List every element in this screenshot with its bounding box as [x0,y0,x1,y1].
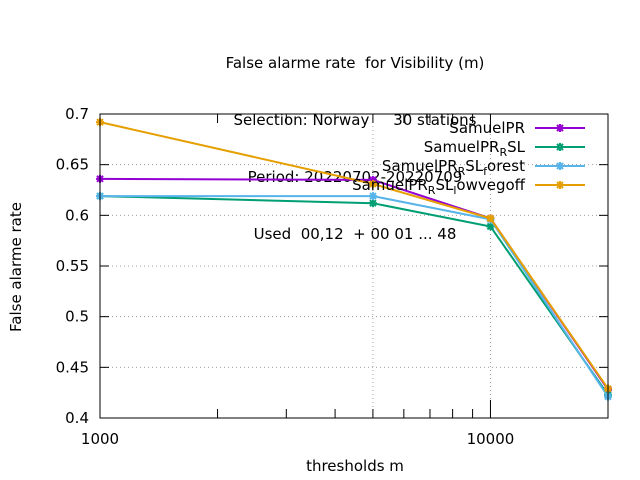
title-line-3: Period: 20220702-20220709 [247,168,463,186]
series-3 [96,192,612,401]
data-point-d2 [486,222,495,231]
y-tick-label: 0.6 [65,206,89,224]
series-lines [96,118,612,401]
title-line-4: Used 00,12 + 00 01 ... 48 [253,225,457,243]
data-point-d2 [486,214,495,223]
legend-marker-d2 [556,124,564,132]
data-point-d2 [369,199,377,207]
y-tick-label: 0.4 [65,409,89,427]
legend-label: SamuelPRRSLlowvegoff [352,176,526,197]
series-4 [96,118,612,393]
plot-frame [99,113,609,419]
legend: SamuelPRSamuelPRRSLSamuelPRRSLforestSamu… [352,119,585,197]
series-line [100,195,609,398]
x-tick-label: 1000 [81,430,119,448]
legend-label: SamuelPRRSLforest [382,157,525,178]
y-tick-label: 0.55 [56,257,89,275]
legend-marker-d2 [556,181,564,189]
series-line [99,121,609,390]
legend-marker-d2 [556,162,564,170]
series-2 [96,192,612,399]
y-axis-label: False alarme rate [7,202,25,332]
title-line-1: False alarme rate for Visibility (m) [225,54,485,72]
data-point-d2 [369,180,377,188]
title-line-2: Selection: Norway 30 stations [233,111,477,129]
y-tick-label: 0.7 [65,105,89,123]
x-axis-label: thresholds m [306,457,404,475]
series-line [99,195,609,396]
tick-labels: 0.4 0.45 0.5 0.55 0.6 0.65 0.7 1000 10000 [56,105,515,448]
legend-label: SamuelPR [449,119,525,137]
x-tick-label: 10000 [467,430,515,448]
data-point-d2 [369,192,377,200]
y-tick-label: 0.5 [65,308,89,326]
chart-title: False alarme rate for Visibility (m) Sel… [100,16,610,263]
y-tick-label: 0.65 [56,156,89,174]
legend-label: SamuelPRRSL [424,138,526,159]
legend-marker-d2 [556,143,564,151]
y-tick-label: 0.45 [56,358,89,376]
grid-lines [100,114,608,418]
